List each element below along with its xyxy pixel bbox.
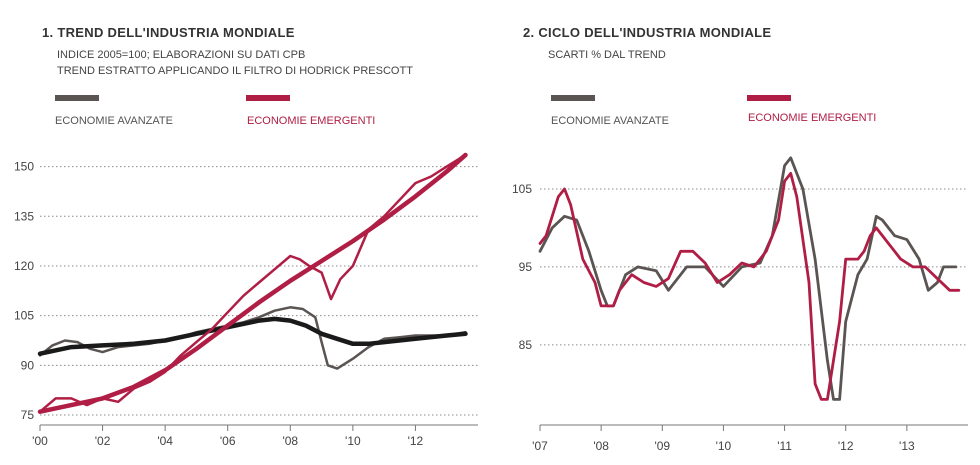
chart2-x-tick-label: '09 — [654, 439, 670, 453]
chart2-series-advanced-line — [538, 156, 958, 401]
chart1-x-tick-label: '02 — [95, 434, 111, 448]
chart1-x-tick-label: '06 — [220, 434, 236, 448]
chart2-legend-swatch-advanced — [551, 95, 595, 101]
chart2-y-tick-label: 105 — [512, 182, 532, 196]
chart1-title: 1. TREND DELL'INDUSTRIA MONDIALE — [42, 25, 295, 40]
chart1-x-tick-label: '08 — [282, 434, 298, 448]
chart1-x-tick-label: '00 — [32, 434, 48, 448]
chart2-x-tick-label: '10 — [716, 439, 732, 453]
chart1-series-emerging-actual-line — [38, 153, 467, 413]
chart2-x-tick-label: '11 — [777, 439, 792, 453]
chart1-y-tick-label: 105 — [14, 309, 34, 323]
chart1-series-advanced-trend-line — [37, 316, 468, 356]
chart2-legend-label-emerging: ECONOMIE EMERGENTI — [748, 112, 876, 124]
chart1-y-tick-label: 120 — [14, 259, 34, 273]
chart2-y-tick-label: 95 — [519, 260, 533, 274]
chart1-y-tick-label: 135 — [14, 209, 34, 223]
chart1-series-emerging-trend-line — [37, 152, 468, 414]
chart1-y-tick-label: 150 — [14, 160, 34, 174]
chart2-legend-label-advanced: ECONOMIE AVANZATE — [551, 115, 669, 127]
chart1-series-advanced-actual-line — [38, 306, 467, 370]
chart2-subtitle-line1: SCARTI % DAL TREND — [548, 49, 666, 61]
chart2-x-tick-label: '12 — [838, 439, 854, 453]
chart2-legend-swatch-emerging — [747, 95, 791, 101]
chart2-series-emerging-line — [538, 172, 961, 401]
chart1-legend-label-advanced: ECONOMIE AVANZATE — [55, 115, 173, 127]
chart1-legend-label-emerging: ECONOMIE EMERGENTI — [247, 115, 375, 127]
chart1-x-tick-label: '04 — [157, 434, 173, 448]
chart1-x-tick-label: '12 — [408, 434, 424, 448]
chart1-legend-swatch-advanced — [55, 95, 99, 101]
chart2-plot-area: 85 95 105 '07 '08 '09 '10 '11 '12 '13 — [512, 156, 968, 453]
chart2-x-tick-label: '07 — [532, 439, 548, 453]
chart1-plot-area: 75 90 105 120 135 150 '00 '02 '04 '06 '08 '10 '12 — [14, 152, 478, 448]
chart1-y-tick-label: 90 — [21, 358, 35, 372]
chart1-y-tick-label: 75 — [21, 408, 35, 422]
chart1-subtitle-line2: TREND ESTRATTO APPLICANDO IL FILTRO DI H… — [57, 65, 413, 77]
chart2-x-tick-label: '13 — [899, 439, 915, 453]
chart1-legend-swatch-emerging — [246, 95, 290, 101]
chart2-y-tick-label: 85 — [519, 338, 533, 352]
chart2-title: 2. CICLO DELL'INDUSTRIA MONDIALE — [523, 25, 771, 40]
chart1-x-tick-label: '10 — [345, 434, 361, 448]
chart1-subtitle-line1: INDICE 2005=100; ELABORAZIONI SU DATI CP… — [57, 49, 305, 61]
chart2-x-tick-label: '08 — [593, 439, 609, 453]
